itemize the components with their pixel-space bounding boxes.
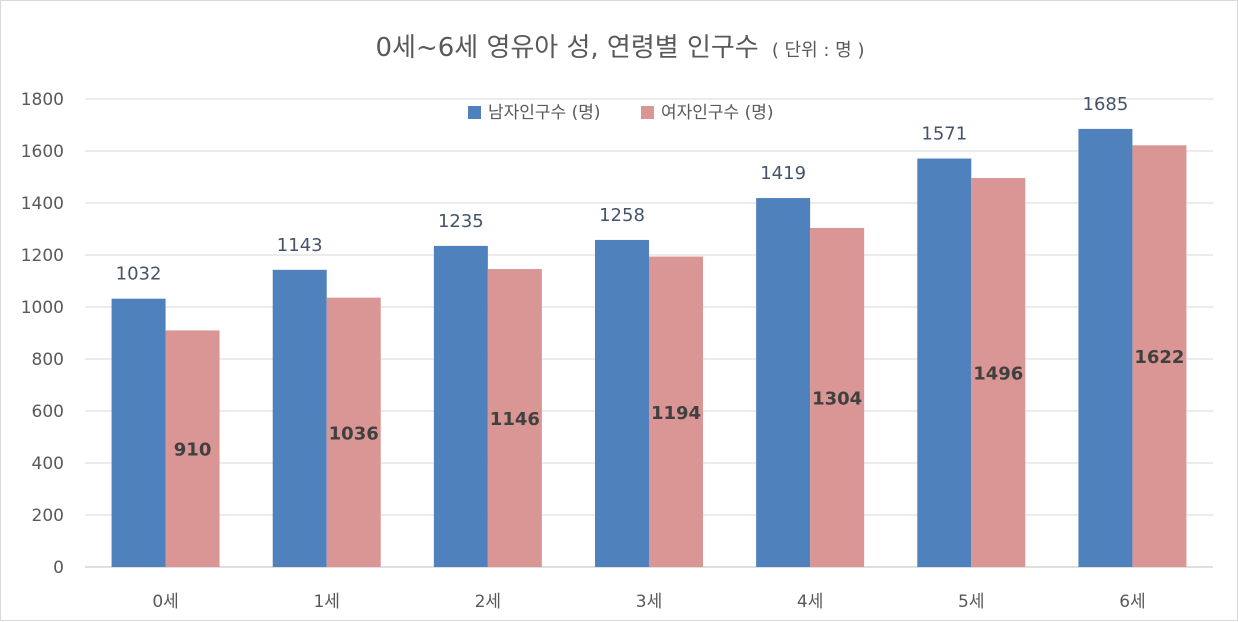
bar-male <box>433 245 488 567</box>
data-label-male: 1032 <box>116 264 162 285</box>
x-category-label: 0세 <box>152 592 178 612</box>
legend-swatch-male <box>468 106 481 119</box>
bar-female <box>326 297 381 567</box>
x-category-label: 6세 <box>1119 592 1145 612</box>
y-tick-label: 600 <box>32 402 64 422</box>
x-category-label: 3세 <box>636 592 662 612</box>
chart-title: 0세~6세 영유아 성, 연령별 인구수 ( 단위 : 명 ) <box>375 33 864 63</box>
x-axis-categories: 0세 1세 2세 3세 4세 5세 6세 <box>152 592 1145 612</box>
y-tick-label: 1400 <box>21 194 64 214</box>
bar-male <box>917 158 972 568</box>
data-label-male: 1235 <box>438 211 484 232</box>
data-label-female: 1036 <box>329 423 379 444</box>
data-labels: 1032 910 1143 1036 1235 1146 1258 1194 1419 1304 1… <box>116 94 1185 461</box>
x-category-label: 1세 <box>313 592 339 612</box>
y-tick-label: 0 <box>53 558 64 578</box>
y-tick-label: 1600 <box>21 142 64 162</box>
bar-female <box>165 330 220 567</box>
y-tick-label: 1200 <box>21 246 64 266</box>
bar-male <box>756 198 811 567</box>
data-label-male: 1571 <box>921 124 967 145</box>
x-category-label: 5세 <box>958 592 984 612</box>
legend: 남자인구수 (명) 여자인구수 (명) <box>468 103 774 123</box>
y-tick-label: 800 <box>32 350 64 370</box>
data-label-male: 1258 <box>599 205 645 226</box>
data-label-female: 910 <box>174 440 212 461</box>
data-label-male: 1143 <box>277 235 323 256</box>
bar-male <box>272 269 327 567</box>
data-label-female: 1622 <box>1134 347 1184 368</box>
bar-male <box>595 239 649 568</box>
x-category-label: 2세 <box>475 592 501 612</box>
y-tick-label: 1000 <box>21 298 64 318</box>
data-label-female: 1496 <box>973 364 1023 385</box>
data-label-female: 1146 <box>490 409 540 430</box>
y-tick-label: 1800 <box>21 90 64 110</box>
y-tick-label: 400 <box>32 454 64 474</box>
bar-female <box>649 256 703 567</box>
bar-male <box>1078 128 1133 567</box>
chart-title-unit: ( 단위 : 명 ) <box>772 40 865 61</box>
data-label-male: 1685 <box>1083 94 1129 115</box>
bar-female <box>971 178 1026 568</box>
x-category-label: 4세 <box>797 592 823 612</box>
data-label-male: 1419 <box>760 163 806 184</box>
bar-female <box>487 269 542 567</box>
legend-swatch-female <box>641 106 654 119</box>
bar-male <box>111 298 166 567</box>
data-label-female: 1194 <box>651 403 701 424</box>
bars <box>111 128 1187 568</box>
bar-female <box>810 227 865 567</box>
legend-label-male: 남자인구수 (명) <box>488 103 601 123</box>
bar-female <box>1132 145 1187 567</box>
chart-title-main: 0세~6세 영유아 성, 연령별 인구수 <box>375 33 758 63</box>
y-tick-label: 200 <box>32 506 64 526</box>
data-label-female: 1304 <box>812 388 862 409</box>
y-axis-ticks: 0 200 400 600 800 1000 1200 1400 1600 1800 <box>21 90 64 578</box>
legend-label-female: 여자인구수 (명) <box>661 103 774 123</box>
